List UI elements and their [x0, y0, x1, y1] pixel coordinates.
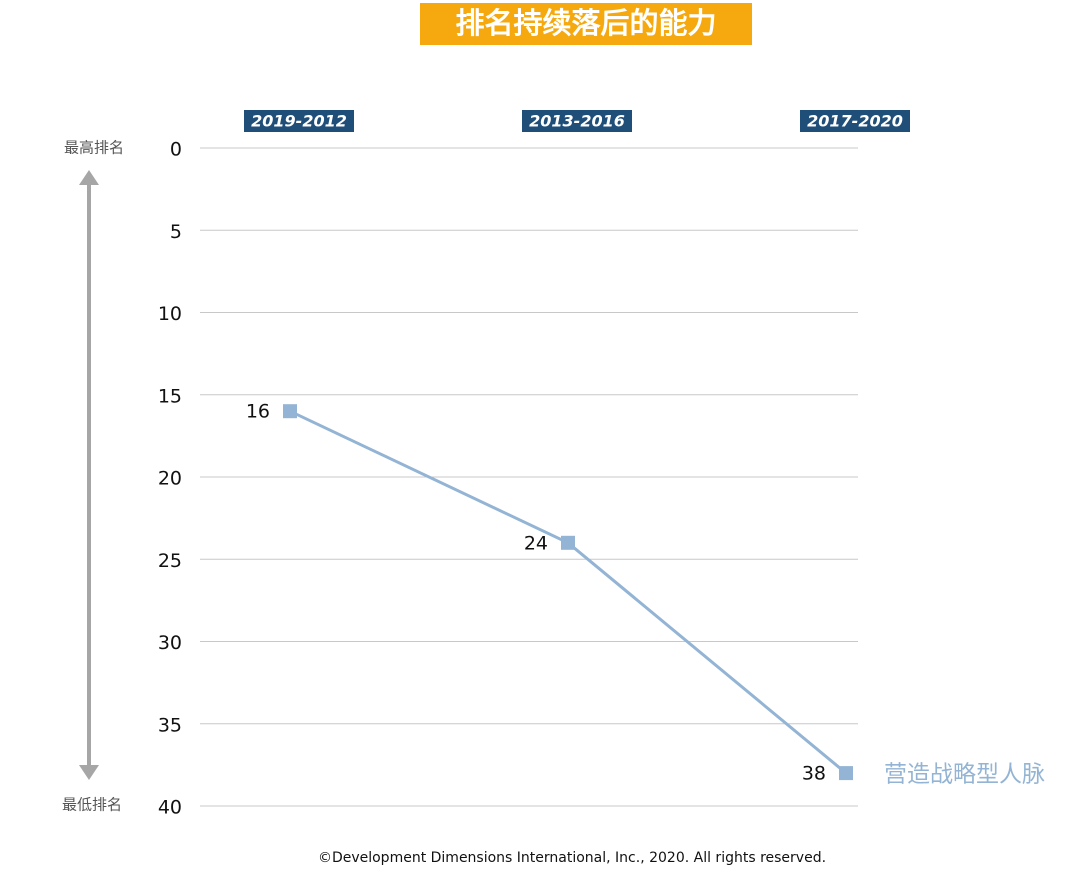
title-background — [420, 3, 752, 45]
y-tick-label: 15 — [158, 385, 182, 407]
y-tick-label: 25 — [158, 550, 182, 572]
marker — [839, 766, 853, 781]
category-background — [522, 110, 632, 132]
footer: ©Development Dimensions International, I… — [318, 850, 826, 866]
category-background — [800, 110, 910, 132]
y-tick-label: 30 — [158, 632, 182, 654]
rank-arrow-head-up — [79, 170, 99, 185]
data-label: 38 — [802, 763, 826, 785]
x-tick-label: 2013-2016 — [529, 112, 625, 131]
y-tick-label: 20 — [158, 468, 182, 490]
series-line — [289, 409, 847, 775]
marker — [561, 535, 575, 550]
chart-title: 排名持续落后的能力 — [455, 6, 716, 40]
data-label: 16 — [246, 401, 270, 423]
y-tick-label: 40 — [158, 797, 182, 819]
x-tick-label: 2017-2020 — [807, 112, 903, 131]
data-label: 24 — [524, 532, 548, 554]
x-tick-label: 2019-2012 — [251, 112, 347, 131]
y-tick-label: 35 — [158, 714, 182, 736]
annotation-bottom: 最低排名 — [62, 796, 122, 814]
category-background — [244, 110, 354, 132]
rank-arrow-head-down — [79, 765, 99, 780]
marker — [283, 404, 297, 419]
y-tick-label: 5 — [170, 221, 182, 243]
y-tick-label: 0 — [170, 139, 182, 161]
y-tick-label: 10 — [158, 303, 182, 325]
annotation-top: 最高排名 — [64, 139, 124, 157]
series-label: 营造战略型人脉 — [884, 762, 1045, 788]
